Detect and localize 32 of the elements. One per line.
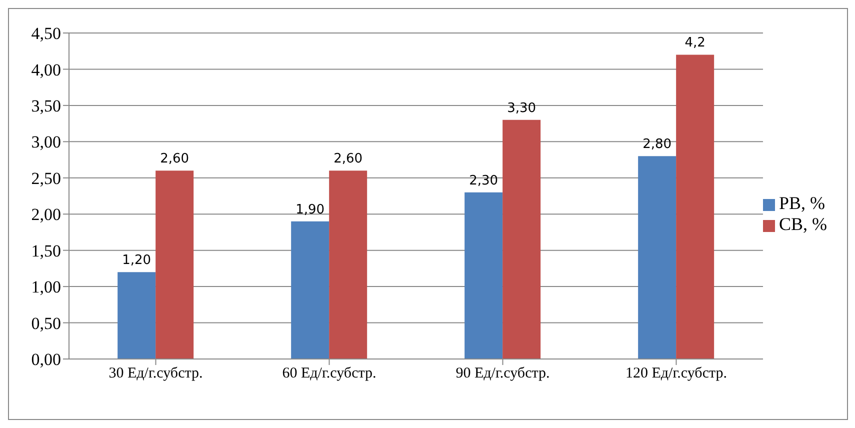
y-tick-label: 3,50	[31, 96, 61, 116]
legend-label: РВ, %	[778, 193, 825, 213]
y-tick-label: 2,50	[31, 168, 61, 188]
data-label: 2,60	[160, 152, 190, 167]
bar	[118, 272, 156, 359]
y-tick-label: 1,50	[31, 241, 61, 260]
x-tick-label: 120 Ед/г.субстр.	[626, 366, 727, 382]
y-tick-label: 4,00	[31, 60, 61, 80]
bar	[502, 120, 541, 359]
bar	[156, 170, 194, 359]
y-tick-label: 1,00	[31, 278, 61, 297]
data-label: 3,30	[507, 100, 536, 116]
bar	[329, 170, 368, 359]
data-label: 2,80	[642, 137, 672, 152]
y-tick-label: 3,00	[31, 132, 61, 152]
x-tick-label: 60 Ед/г.субстр.	[282, 366, 376, 382]
legend-label: СВ, %	[778, 214, 827, 234]
bar	[638, 156, 676, 359]
bar	[676, 54, 714, 359]
y-tick-label: 2,00	[31, 205, 61, 224]
x-tick-label: 90 Ед/г.субстр.	[456, 366, 550, 382]
data-label: 2,60	[334, 152, 363, 167]
bar	[464, 192, 503, 359]
x-tick-label: 30 Ед/г.субстр.	[108, 366, 203, 382]
y-tick-label: 4,50	[31, 24, 61, 44]
bar	[291, 221, 330, 359]
data-label: 4,2	[684, 36, 706, 51]
y-tick-label: 0,50	[31, 314, 61, 333]
y-tick-label: 0,00	[31, 350, 61, 370]
data-label: 1,90	[296, 202, 325, 218]
data-label: 1,20	[122, 253, 152, 268]
data-label: 2,30	[469, 173, 498, 188]
